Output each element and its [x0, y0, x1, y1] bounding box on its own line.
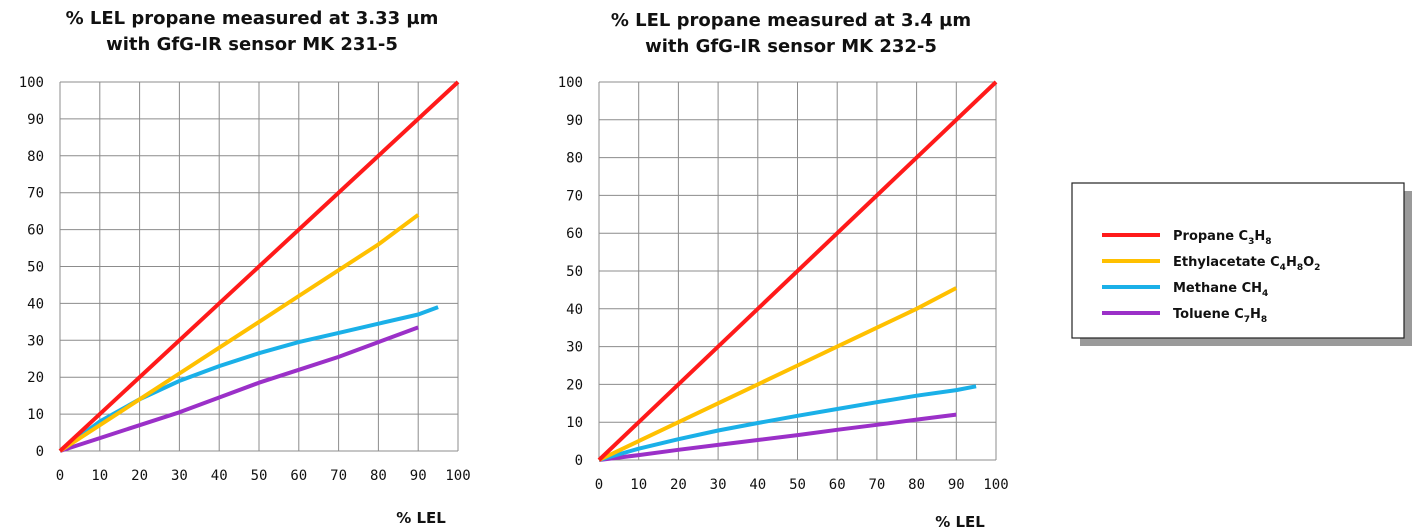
legend-label: Toluene C7H8	[1173, 307, 1267, 325]
y-tick-label: 90	[566, 113, 583, 129]
x-tick-label: 70	[330, 468, 347, 484]
x-tick-label: 60	[829, 477, 846, 493]
x-tick-label: 90	[410, 468, 427, 484]
series-line	[598, 384, 977, 462]
chart-2: % LEL propane measured at 3.4 µm with GfG…	[558, 10, 1009, 531]
y-tick-label: 30	[27, 333, 44, 349]
x-tick-label: 60	[290, 468, 307, 484]
series-line	[59, 325, 419, 453]
legend-label: Methane CH4	[1173, 281, 1268, 299]
x-tick-label: 40	[211, 468, 228, 484]
chart-title-line: with GfG-IR sensor MK 232-5	[645, 36, 937, 57]
legend-label: Ethylacetate C4H8O2	[1173, 255, 1320, 273]
x-tick-label: 50	[789, 477, 806, 493]
y-tick-label: 60	[27, 223, 44, 239]
y-tick-label: 50	[566, 264, 583, 280]
x-tick-label: 100	[445, 468, 470, 484]
x-tick-label: 40	[749, 477, 766, 493]
y-tick-label: 0	[575, 453, 583, 469]
y-tick-label: 50	[27, 260, 44, 276]
y-tick-label: 20	[566, 377, 583, 393]
legend: Propane C3H8 Ethylacetate C4H8O2 Methane C…	[1071, 182, 1412, 346]
x-tick-label: 20	[131, 468, 148, 484]
x-tick-label: 10	[630, 477, 647, 493]
chart-title-line: % LEL propane measured at 3.33 µm	[66, 8, 439, 29]
chart-title-line: with GfG-IR sensor MK 231-5	[106, 34, 398, 55]
y-tick-label: 60	[566, 226, 583, 242]
y-tick-label: 70	[27, 186, 44, 202]
series-line	[598, 286, 958, 462]
x-axis-label: % LEL	[396, 509, 446, 527]
y-tick-label: 30	[566, 340, 583, 356]
y-tick-label: 40	[27, 296, 44, 312]
chart-title-line: % LEL propane measured at 3.4 µm	[611, 10, 971, 31]
x-tick-label: 50	[251, 468, 268, 484]
y-tick-label: 10	[566, 415, 583, 431]
x-tick-label: 70	[868, 477, 885, 493]
y-tick-label: 40	[566, 302, 583, 318]
x-tick-label: 30	[710, 477, 727, 493]
series-line	[597, 80, 998, 462]
x-tick-label: 80	[908, 477, 925, 493]
x-tick-label: 0	[56, 468, 64, 484]
x-tick-label: 0	[595, 477, 603, 493]
x-tick-label: 80	[370, 468, 387, 484]
series-line	[598, 412, 957, 462]
x-tick-label: 10	[91, 468, 108, 484]
x-axis-label: % LEL	[935, 513, 985, 531]
x-tick-label: 100	[983, 477, 1008, 493]
series-line	[58, 213, 420, 453]
y-tick-label: 100	[558, 75, 583, 91]
y-tick-label: 10	[27, 407, 44, 423]
y-tick-label: 0	[36, 444, 44, 460]
y-tick-label: 90	[27, 112, 44, 128]
y-tick-label: 70	[566, 188, 583, 204]
y-tick-label: 100	[19, 75, 44, 91]
y-tick-label: 80	[566, 151, 583, 167]
x-tick-label: 20	[670, 477, 687, 493]
y-tick-label: 80	[27, 149, 44, 165]
legend-label: Propane C3H8	[1173, 229, 1272, 247]
x-tick-label: 30	[171, 468, 188, 484]
y-tick-label: 20	[27, 370, 44, 386]
chart-1: % LEL propane measured at 3.33 µm with Gf…	[19, 8, 471, 527]
series-line	[58, 80, 460, 453]
x-tick-label: 90	[948, 477, 965, 493]
